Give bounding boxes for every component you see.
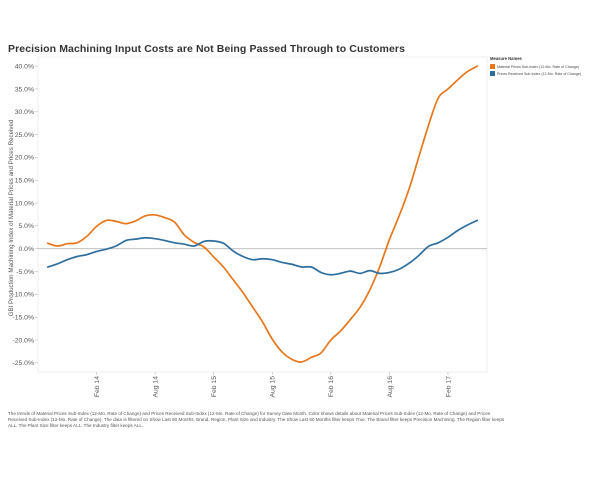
y-axis-title: GBI Production Machining Index of Materi… — [8, 119, 15, 316]
y-tick-label: 15.0% — [15, 178, 34, 185]
y-tick-label: 25.0% — [15, 132, 34, 139]
x-axis: Feb 14 Aug 14 Feb 15 Aug 15 Feb 16 Aug 16 Feb … — [94, 372, 452, 398]
y-tick-label: -5.0% — [16, 269, 34, 276]
y-tick-label: 30.0% — [15, 109, 34, 116]
y-tick-label: 0.0% — [19, 246, 35, 253]
x-tick-label: Aug 16 — [387, 376, 394, 398]
plot-area — [37, 56, 488, 373]
legend-label: Material Prices Sub-Index (12-Mo. Rate o… — [497, 64, 579, 69]
y-axis: -25.0% -20.0% -15.0% -10.0% -5.0% 0.0% 5.0% 10.… — [12, 63, 38, 367]
y-tick-label: 40.0% — [15, 63, 34, 70]
y-tick-label: 10.0% — [15, 200, 34, 207]
y-tick-label: -15.0% — [12, 315, 34, 322]
legend-label: Prices Received Sub-Index (12-Mo. Rate o… — [497, 71, 582, 76]
y-tick-label: 35.0% — [15, 86, 34, 93]
y-tick-label: 20.0% — [15, 155, 34, 162]
x-tick-label: Feb 14 — [94, 376, 101, 397]
x-tick-label: Feb 16 — [328, 376, 335, 397]
legend-item-material-prices[interactable]: Material Prices Sub-Index (12-Mo. Rate o… — [490, 63, 600, 70]
x-tick-label: Aug 14 — [153, 376, 160, 398]
chart-title: Precision Machining Input Costs are Not … — [8, 43, 406, 55]
chart-caption: The trends of Material Prices Sub-Index … — [8, 411, 505, 428]
y-tick-label: 5.0% — [19, 223, 35, 230]
plot-border — [37, 56, 488, 373]
series-line-material-prices — [46, 65, 479, 363]
x-tick-label: Aug 15 — [270, 376, 277, 398]
y-tick-label: -25.0% — [12, 360, 34, 367]
series-layer — [46, 65, 479, 363]
y-tick-label: -10.0% — [12, 292, 34, 299]
x-tick-label: Feb 15 — [211, 376, 218, 397]
legend-title: Measure Names — [490, 56, 522, 61]
legend-item-prices-received[interactable]: Prices Received Sub-Index (12-Mo. Rate o… — [490, 70, 600, 77]
series-line-prices-received — [46, 219, 479, 276]
legend: Measure Names Material Prices Sub-Index … — [490, 56, 600, 77]
legend-swatch-orange — [490, 64, 495, 69]
x-tick-label: Feb 17 — [445, 376, 452, 397]
y-tick-label: -20.0% — [12, 337, 34, 344]
legend-swatch-blue — [490, 71, 495, 76]
